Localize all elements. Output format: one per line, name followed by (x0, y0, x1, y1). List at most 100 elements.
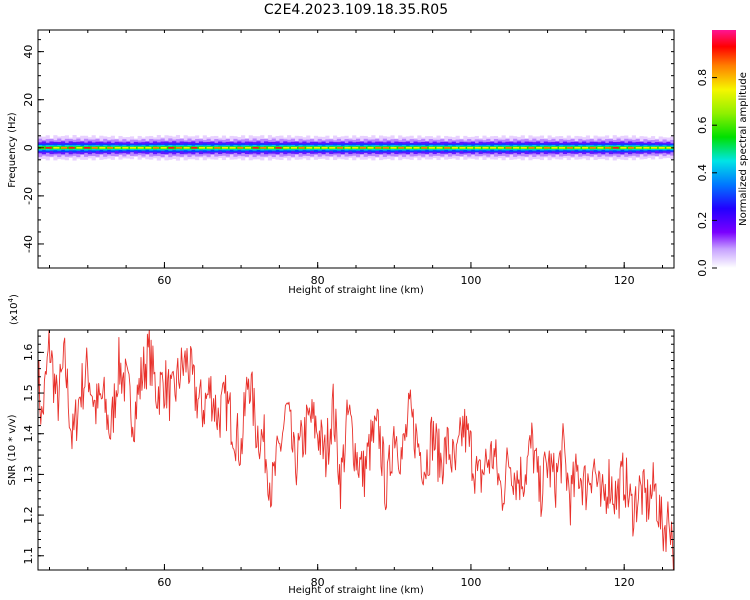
spectrogram-core-cell (275, 146, 282, 149)
snr-y-axis-label: SNR (10 * v/v) (7, 414, 18, 485)
figure-title: C2E4.2023.109.18.35.R05 (264, 2, 448, 18)
colorbar-gradient (712, 30, 736, 268)
spectrogram-core-cell (290, 146, 297, 149)
spectrogram-core-cell (137, 146, 144, 149)
spectrogram-core-cell (198, 146, 206, 149)
spectrogram-core-cell (344, 146, 351, 149)
spectrogram-core-cell (336, 146, 343, 149)
snr-y-tick-label: 1.4 (22, 425, 35, 443)
snr-series-line (38, 330, 674, 570)
spectrogram-core-cell (183, 146, 190, 149)
spectrogram-panel: 60 80 100 120 -40 -20 0 20 40 Height of straigh… (7, 29, 675, 296)
snr-x-axis-label: Height of straight line (km) (288, 585, 424, 596)
spectrogram-core-cell (252, 146, 259, 149)
snr-panel: 60 80 100 120 1.1 1.2 1.3 1.4 1.5 1.6 Height of … (7, 294, 675, 596)
snr-x-tick-label: 60 (157, 576, 171, 589)
colorbar: 0.0 0.2 0.4 0.6 0.8 Normalized spectral ampl… (696, 30, 749, 277)
spectrogram-core-cell (375, 146, 382, 149)
snr-x-ticks: 60 80 100 120 (48, 330, 664, 589)
spectrogram-core-cell (106, 146, 114, 149)
spectrogram-core-cell (635, 146, 642, 149)
spectrogram-core-cell (237, 146, 244, 149)
spectrogram-y-ticks: -40 -20 0 20 40 (22, 39, 674, 257)
spectrogram-y-tick-label: 0 (22, 144, 35, 151)
spectrogram-x-tick-label: 60 (157, 274, 171, 287)
snr-x-tick-label: 80 (311, 576, 325, 589)
spectrogram-core-cell (382, 146, 389, 149)
spectrogram-core-cell (214, 146, 221, 149)
spectrogram-core-cell (421, 146, 428, 149)
spectrogram-core-cell (45, 146, 52, 149)
spectrogram-x-axis-label: Height of straight line (km) (288, 285, 424, 296)
spectrogram-core-cell (444, 146, 451, 149)
snr-y-tick-label: 1.1 (22, 547, 35, 565)
spectrogram-core-cell (566, 146, 573, 149)
spectrogram-core-cell (651, 146, 658, 149)
snr-y-tick-label: 1.6 (22, 344, 35, 362)
spectrogram-core-cell (321, 146, 328, 149)
spectrogram-core-cell (145, 146, 152, 149)
spectrogram-core-cell (451, 146, 458, 149)
spectrogram-core-cell (505, 146, 512, 149)
spectrogram-core-cell (99, 146, 106, 149)
spectrogram-core-cell (513, 146, 520, 149)
spectrogram-core-cell (168, 146, 175, 149)
spectrogram-core-cell (582, 146, 589, 149)
spectrogram-core-cell (459, 146, 466, 149)
spectrogram-x-tick-label: 120 (614, 274, 635, 287)
spectrogram-core-cell (267, 146, 275, 149)
snr-y-tick-label: 1.5 (22, 384, 35, 402)
spectrogram-x-tick-label: 100 (460, 274, 481, 287)
spectrogram-core-cell (68, 146, 75, 149)
spectrogram-core-cell (91, 146, 98, 149)
snr-y-tick-label: 1.2 (22, 506, 35, 524)
colorbar-tick-label: 0.2 (696, 212, 709, 230)
colorbar-ticks: 0.0 0.2 0.4 0.6 0.8 (696, 69, 717, 277)
spectrogram-core-cell (313, 146, 320, 149)
spectrogram-core-cell (152, 146, 160, 149)
snr-y-ticks: 1.1 1.2 1.3 1.4 1.5 1.6 (22, 335, 674, 565)
spectrogram-core-cell (76, 146, 83, 149)
spectrogram-core-cell (298, 146, 305, 149)
spectrogram-core-cell (352, 146, 359, 149)
spectrogram-core-cell (129, 146, 137, 149)
spectrogram-x-tick-label: 80 (311, 274, 325, 287)
spectrogram-y-axis-label: Frequency (Hz) (7, 112, 18, 188)
colorbar-tick-label: 0.4 (696, 164, 709, 182)
spectrogram-core-cell (658, 146, 665, 149)
spectrogram-core-cell (260, 146, 267, 149)
spectrogram-core-cell (53, 146, 60, 149)
spectrogram-core-cell (497, 146, 504, 149)
spectrogram-core-cell (60, 146, 68, 149)
spectrogram-y-tick-label: 40 (22, 45, 35, 59)
colorbar-tick-label: 0.0 (696, 259, 709, 277)
spectrogram-core-cell (528, 146, 535, 149)
spectrogram-core-cell (620, 146, 627, 149)
spectrogram-core-cell (551, 146, 558, 149)
colorbar-label: Normalized spectral amplitude (738, 72, 749, 226)
spectrogram-core-cell (666, 146, 673, 149)
spectrogram-band (38, 135, 674, 161)
spectrogram-core-cell (122, 146, 129, 149)
spectrogram-core-cell (283, 146, 290, 149)
colorbar-tick-label: 0.6 (696, 116, 709, 134)
spectrogram-y-tick-label: -20 (22, 187, 35, 205)
spectrogram-core-cell (612, 146, 619, 149)
spectrogram-core-cell (359, 146, 366, 149)
spectrogram-core-cell (206, 146, 213, 149)
spectrogram-core-cell (306, 146, 313, 149)
spectrogram-core-cell (367, 146, 374, 149)
spectrogram-core-cell (329, 146, 336, 149)
spectrogram-core-cell (536, 146, 543, 149)
spectrogram-core-cell (643, 146, 650, 149)
colorbar-tick-label: 0.8 (696, 69, 709, 87)
spectrogram-core-cell (175, 146, 183, 149)
spectrogram-core-cell (543, 146, 550, 149)
spectrogram-core-cell (221, 146, 229, 149)
spectrogram-core-cell (398, 146, 405, 149)
spectrogram-core-cell (490, 146, 497, 149)
snr-y-tick-label: 1.3 (22, 466, 35, 484)
spectrogram-core-cell (191, 146, 198, 149)
spectrogram-core-cell (589, 146, 596, 149)
